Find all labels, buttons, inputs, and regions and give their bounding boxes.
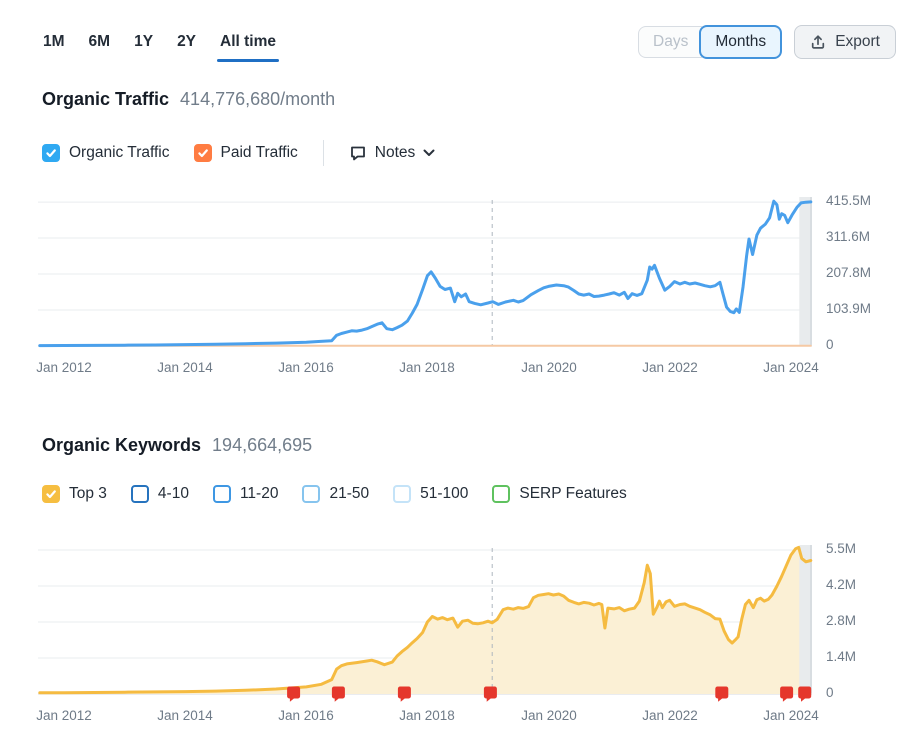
x-axis-label: Jan 2014 (157, 708, 213, 723)
x-axis-label: Jan 2024 (763, 708, 819, 723)
y-axis-label: 103.9M (826, 301, 872, 316)
pos-4-10-checkbox[interactable] (130, 485, 149, 503)
note-flag-icon (715, 686, 729, 702)
x-axis-label: Jan 2016 (278, 360, 334, 375)
legend-item-11-20[interactable]: 11-20 (212, 485, 279, 503)
organic-keywords-header: Organic Keywords 194,664,695 (42, 435, 312, 456)
y-axis-label: 5.5M (826, 541, 857, 557)
x-axis-label: Jan 2018 (399, 708, 455, 723)
check-icon (197, 149, 208, 158)
legend-item-4-10[interactable]: 4-10 (130, 485, 189, 503)
export-button[interactable]: Export (794, 25, 896, 59)
x-axis-label: Jan 2022 (642, 708, 698, 723)
granularity-toggle: Days Months (638, 25, 783, 59)
note-flag-icon (780, 686, 794, 702)
export-label: Export (835, 33, 880, 50)
date-range-tabs: 1M 6M 1Y 2Y All time (42, 29, 279, 62)
legend-item-top3[interactable]: Top 3 (42, 485, 107, 503)
x-axis-label: Jan 2014 (157, 360, 213, 375)
range-tab-1m[interactable]: 1M (43, 33, 65, 50)
legend-item-paid-traffic[interactable]: Paid Traffic (193, 144, 298, 162)
organic-keywords-title: Organic Keywords (42, 435, 202, 455)
paid-traffic-checkbox[interactable] (193, 144, 212, 162)
x-axis-label: Jan 2022 (642, 360, 698, 375)
granularity-months-button[interactable]: Months (699, 25, 783, 59)
serp-features-checkbox[interactable] (492, 485, 511, 503)
legend-label: 21-50 (329, 485, 370, 502)
y-axis-label: 207.8M (826, 265, 872, 281)
legend-item-serp-features[interactable]: SERP Features (492, 485, 627, 503)
x-axis-label: Jan 2024 (763, 360, 819, 375)
legend-label: Organic Traffic (69, 144, 170, 161)
top3-checkbox[interactable] (42, 485, 60, 503)
range-tab-6m[interactable]: 6M (88, 33, 111, 50)
y-axis-label: 415.5M (826, 193, 872, 209)
legend-item-51-100[interactable]: 51-100 (393, 485, 468, 503)
x-axis-label: Jan 2020 (521, 708, 577, 723)
notes-icon (350, 146, 365, 161)
chevron-down-icon (423, 149, 435, 156)
organic-traffic-header: Organic Traffic 414,776,680/month (42, 89, 335, 110)
range-tab-1y[interactable]: 1Y (134, 33, 154, 50)
export-icon (812, 35, 825, 49)
legend-label: 4-10 (157, 485, 189, 502)
note-flag-icon (483, 686, 497, 702)
check-icon (46, 490, 56, 499)
x-axis-label: Jan 2018 (399, 360, 455, 375)
note-flag-icon (397, 686, 411, 702)
organic-keywords-plot[interactable] (38, 544, 813, 702)
x-axis-label: Jan 2012 (36, 360, 92, 375)
note-flag-icon (798, 686, 812, 702)
legend-label: 11-20 (239, 485, 279, 502)
organic-traffic-checkbox[interactable] (42, 144, 60, 162)
legend-item-21-50[interactable]: 21-50 (302, 485, 369, 503)
notes-dropdown-button[interactable]: Notes (349, 144, 436, 162)
legend-label: Top 3 (69, 485, 107, 502)
pos-21-50-checkbox[interactable] (302, 485, 321, 503)
x-axis-label: Jan 2012 (36, 708, 92, 723)
legend-item-organic-traffic[interactable]: Organic Traffic (42, 144, 170, 162)
x-axis-label: Jan 2016 (278, 708, 334, 723)
y-axis-label: 311.6M (826, 229, 871, 245)
organic-keywords-legend: Top 3 4-10 11-20 21-50 51-100 SERP Featu… (42, 485, 627, 503)
x-axis-label: Jan 2020 (521, 360, 577, 375)
legend-divider (322, 140, 324, 166)
range-tab-2y[interactable]: 2Y (177, 33, 197, 50)
organic-traffic-chart[interactable]: 415.5M 311.6M 207.8M 103.9M 0 Jan 2012 Jan 201… (0, 190, 918, 385)
note-flag-icon (287, 686, 301, 702)
y-axis-label: 1.4M (826, 649, 857, 664)
granularity-days-button[interactable]: Days (638, 26, 703, 58)
pos-11-20-checkbox[interactable] (212, 485, 231, 503)
range-tab-all-time[interactable]: All time (217, 29, 279, 62)
toolbar-actions: Days Months Export (638, 25, 896, 59)
y-axis-label: 4.2M (826, 577, 857, 593)
toolbar: 1M 6M 1Y 2Y All time Days Months Export (42, 24, 896, 62)
y-axis-label: 0 (826, 337, 834, 352)
notes-label: Notes (374, 144, 416, 161)
pos-51-100-checkbox[interactable] (393, 485, 412, 503)
organic-keywords-value: 194,664,695 (212, 435, 313, 455)
check-icon (46, 149, 56, 158)
legend-label: Paid Traffic (220, 144, 298, 161)
y-axis-label: 0 (826, 685, 834, 700)
legend-label: SERP Features (519, 485, 627, 502)
note-flag-icon (331, 686, 345, 702)
organic-traffic-value: 414,776,680/month (180, 89, 336, 109)
organic-traffic-plot[interactable] (38, 196, 813, 348)
legend-label: 51-100 (420, 485, 469, 502)
organic-keywords-chart[interactable]: 5.5M 4.2M 2.8M 1.4M 0 Jan 2012 Jan 2014 Jan 201… (0, 538, 918, 733)
organic-traffic-legend: Organic Traffic Paid Traffic Notes (42, 140, 435, 166)
y-axis-label: 2.8M (826, 613, 857, 628)
organic-traffic-title: Organic Traffic (42, 89, 170, 109)
